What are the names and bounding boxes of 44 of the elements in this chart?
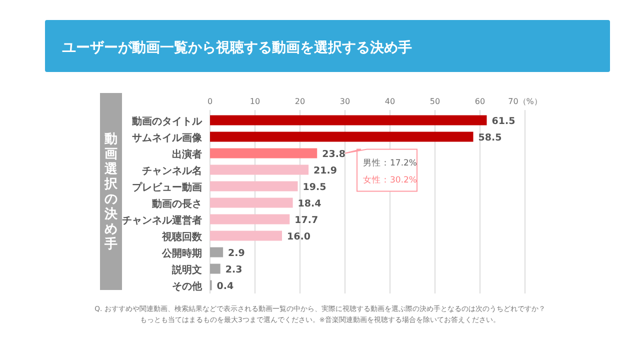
data-label: 23.8 — [322, 148, 346, 160]
data-label: 17.7 — [294, 214, 318, 226]
annotation: 女性：30.2% — [363, 174, 418, 186]
x-tick-label: 0 — [207, 97, 213, 106]
bar — [210, 247, 224, 258]
y-tick-label: 動画のタイトル — [131, 115, 203, 128]
y-tick-label: チャンネル運営者 — [122, 214, 202, 226]
data-label: 21.9 — [314, 165, 338, 176]
y-tick-label: 視聴回数 — [161, 230, 203, 243]
y-tick-label: 説明文 — [171, 264, 202, 276]
bar — [210, 264, 220, 274]
x-tick-label: 30 — [340, 97, 350, 106]
data-label: 18.4 — [298, 198, 322, 210]
bar — [210, 115, 487, 126]
data-label: 16.0 — [287, 231, 311, 242]
bar — [210, 164, 309, 175]
bar — [210, 181, 298, 192]
data-label: 61.5 — [492, 116, 516, 127]
bar — [210, 214, 290, 224]
bar — [210, 198, 293, 208]
bar — [210, 230, 282, 241]
bar — [210, 148, 318, 158]
annotation: 男性：17.2% — [363, 157, 418, 168]
y-tick-label: 出演者 — [172, 148, 202, 160]
y-tick-label: プレビュー動画 — [132, 181, 202, 194]
data-label: 2.3 — [225, 264, 242, 276]
x-tick-label: 10 — [250, 97, 260, 106]
data-label: 2.9 — [228, 248, 245, 259]
chart-title: ユーザーが動画一覧から視聴する動画を選択する決め手 — [62, 39, 412, 56]
x-tick-label: 50 — [430, 97, 440, 106]
x-tick-label: 70（%） — [508, 97, 542, 106]
bar — [210, 132, 474, 142]
data-label: 0.4 — [216, 280, 234, 292]
y-tick-label: 動画の長さ — [151, 198, 202, 210]
y-tick-label: 公開時期 — [161, 247, 202, 260]
x-tick-label: 20 — [294, 97, 306, 106]
x-tick-label: 40 — [384, 97, 396, 106]
y-tick-label: その他 — [172, 280, 203, 292]
y-axis-title: 動画選択の決め手 — [104, 132, 118, 252]
y-tick-label: サムネイル画像 — [132, 132, 203, 144]
data-label: 19.5 — [302, 182, 326, 193]
x-tick-label: 60 — [474, 97, 486, 106]
y-tick-label: チャンネル名 — [142, 164, 202, 177]
data-label: 58.5 — [478, 132, 502, 144]
